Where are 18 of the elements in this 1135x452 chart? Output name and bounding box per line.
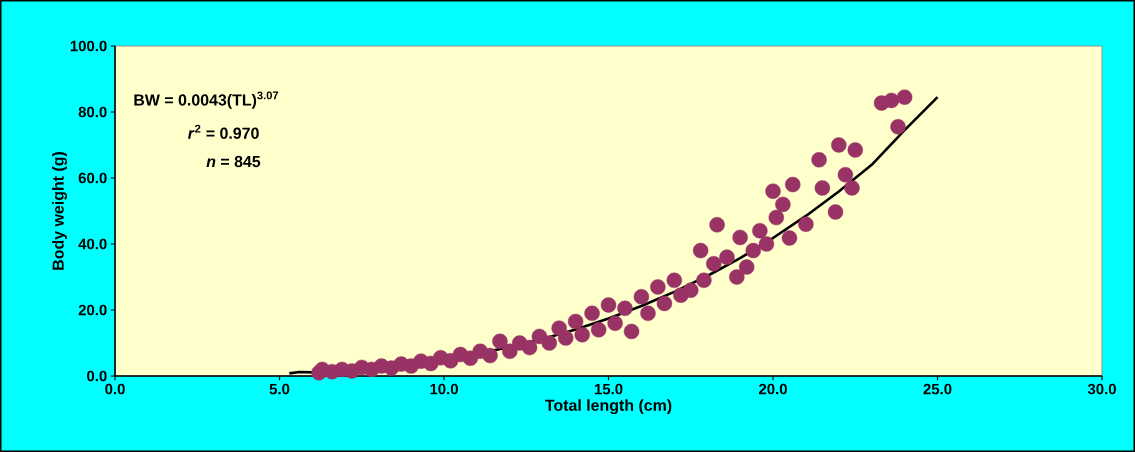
annotation: n = 845 (206, 155, 261, 168)
x-tick-label: 20.0 (758, 383, 787, 395)
x-tick-label: 25.0 (923, 383, 952, 395)
y-tick-label: 0.0 (87, 370, 107, 382)
y-tick-label: 100.0 (70, 40, 107, 52)
y-tick-label: 60.0 (78, 172, 107, 184)
annotation: r$^{2}$ = 0.970 (188, 124, 259, 139)
x-tick-label: 0.0 (105, 383, 125, 395)
y-tick-label: 80.0 (78, 106, 107, 118)
x-axis-title: Total length (cm) (545, 399, 672, 415)
y-tick-label: 40.0 (78, 238, 107, 250)
x-tick-label: 15.0 (594, 383, 623, 395)
x-tick-label: 10.0 (430, 383, 458, 395)
x-tick-label: 5.0 (269, 383, 290, 395)
y-axis-title: Body weight (g) (52, 152, 67, 270)
y-tick-label: 20.0 (78, 304, 107, 316)
annotation: BW = 0.0043(TL)$^{3.07}$ (134, 91, 279, 109)
x-tick-label: 30.0 (1087, 383, 1116, 395)
